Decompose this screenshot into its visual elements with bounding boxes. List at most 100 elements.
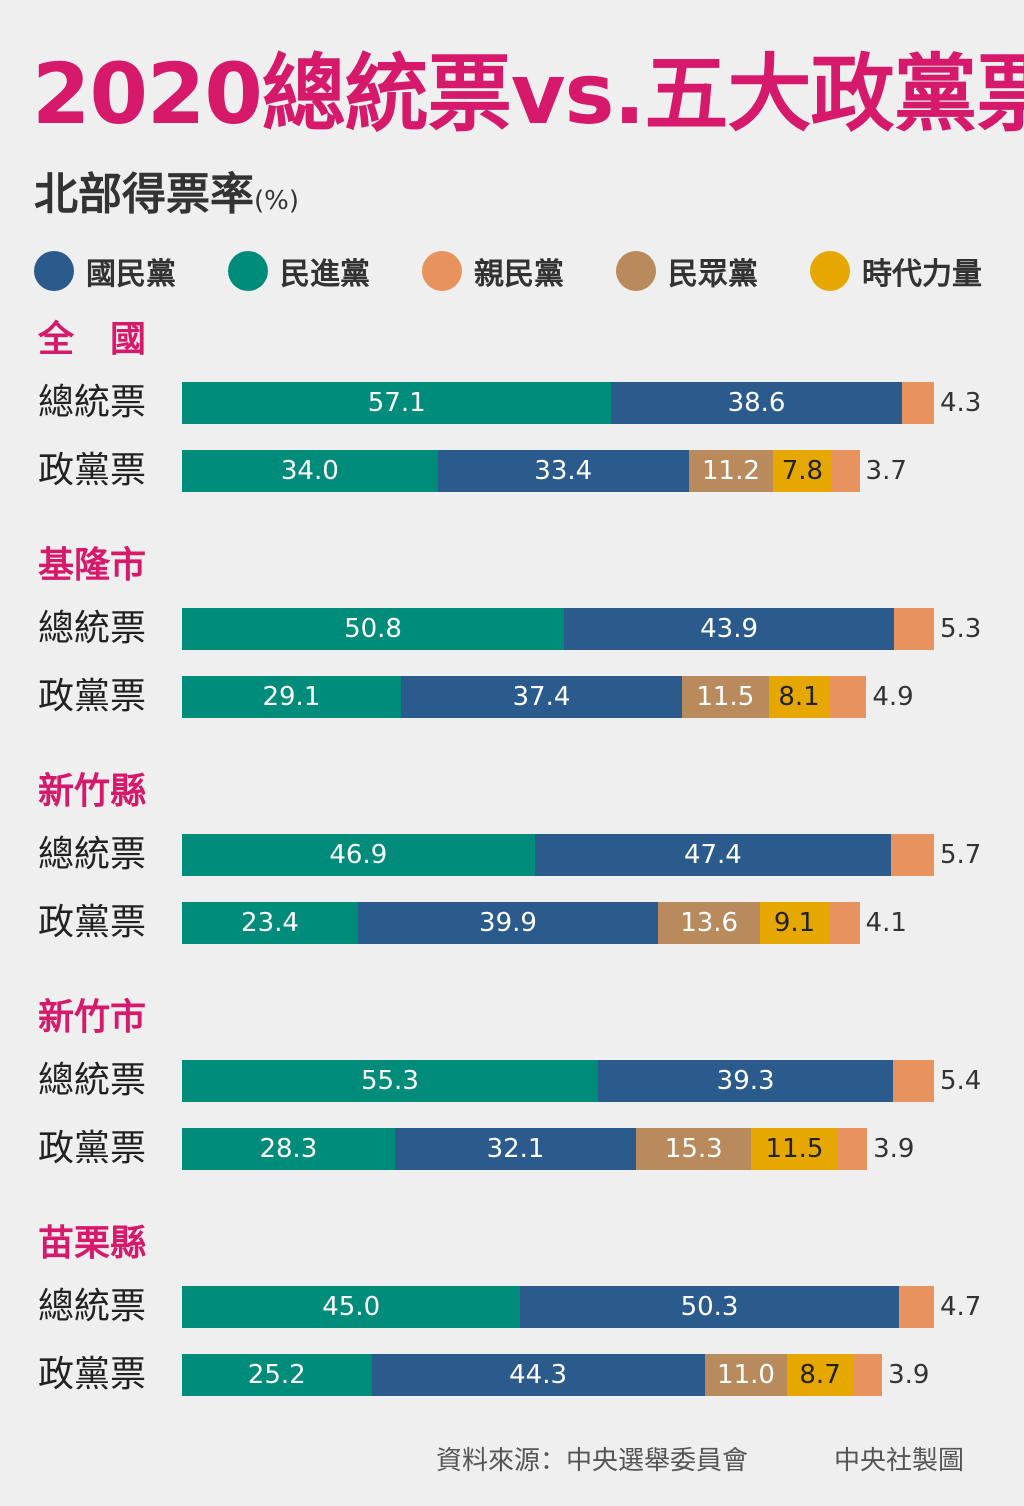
subtitle-text: 北部得票率 — [34, 169, 254, 220]
segment-value-label: 15.3 — [664, 1134, 723, 1164]
bar-segment — [894, 608, 934, 650]
legend-label: 民眾黨 — [668, 257, 758, 292]
bar-segment — [893, 1060, 934, 1102]
end-value-label: 3.7 — [865, 456, 907, 486]
legend-swatch — [422, 251, 462, 291]
bar-segment: 11.5 — [682, 676, 769, 718]
segment-value-label: 23.4 — [241, 908, 299, 938]
bar-segment — [901, 382, 934, 424]
bar-segment: 9.1 — [760, 902, 829, 944]
bar-segment: 57.1 — [182, 382, 612, 424]
segment-value-label: 45.0 — [322, 1292, 381, 1322]
segment-value-label: 39.9 — [479, 908, 537, 938]
segment-value-label: 33.4 — [534, 456, 593, 486]
segment-value-label: 29.1 — [262, 682, 321, 712]
bar-segment — [898, 1286, 934, 1328]
source-note: 資料來源：中央選舉委員會 — [436, 1446, 749, 1476]
legend-item: 民進黨 — [228, 249, 370, 293]
bar-segment: 29.1 — [182, 676, 401, 718]
segment-value-label: 50.8 — [344, 614, 402, 644]
bar-segment — [891, 834, 934, 876]
segment-value-label: 7.8 — [781, 456, 824, 486]
segment-value-label: 44.3 — [509, 1360, 567, 1390]
bar-segment: 11.2 — [688, 450, 774, 492]
bar-segment — [828, 902, 860, 944]
row-label: 總統票 — [38, 1060, 147, 1101]
end-value-label: 5.4 — [940, 1066, 982, 1096]
chart-title: 2020總統票vs.五大政黨票 — [32, 45, 1024, 143]
chart-subtitle: 北部得票率(%) — [34, 165, 299, 231]
bar-segment — [829, 676, 867, 718]
legend-label: 民進黨 — [280, 257, 370, 292]
bar-segment: 15.3 — [636, 1128, 752, 1170]
legend-item: 時代力量 — [810, 249, 982, 293]
bar-segment: 25.2 — [182, 1354, 372, 1396]
segment-value-label: 8.1 — [778, 682, 820, 712]
bar-segment: 33.4 — [437, 450, 689, 492]
legend-label: 時代力量 — [862, 257, 982, 292]
bar-segment: 55.3 — [182, 1060, 598, 1102]
segment-value-label: 55.3 — [360, 1066, 419, 1096]
bar-segment — [852, 1354, 883, 1396]
row-label: 政黨票 — [38, 902, 147, 943]
row-label: 政黨票 — [38, 1354, 147, 1395]
segment-value-label: 32.1 — [486, 1134, 545, 1164]
bar-segment: 8.7 — [787, 1354, 853, 1396]
bar-segment: 39.3 — [597, 1060, 894, 1102]
bar-segment: 8.1 — [768, 676, 830, 718]
segment-value-label: 13.6 — [680, 908, 739, 938]
segment-value-label: 57.1 — [367, 388, 426, 418]
region-label: 苗栗縣 — [38, 1223, 147, 1264]
legend-item: 民眾黨 — [616, 249, 758, 293]
bar-segment: 44.3 — [371, 1354, 705, 1396]
row-label: 總統票 — [38, 834, 147, 875]
segment-value-label: 11.0 — [717, 1360, 775, 1390]
region-label: 新竹市 — [38, 997, 147, 1038]
legend: 國民黨 民進黨 親民黨 民眾黨 時代力量 — [34, 249, 1014, 293]
bar-segment: 38.6 — [611, 382, 902, 424]
segment-value-label: 11.2 — [702, 456, 760, 486]
bar-segment: 43.9 — [564, 608, 895, 650]
bar-segment: 11.0 — [704, 1354, 788, 1396]
bar-segment: 39.9 — [357, 902, 658, 944]
segment-value-label: 8.7 — [799, 1360, 841, 1390]
region-label: 全 國 — [38, 319, 147, 360]
row-label: 政黨票 — [38, 676, 147, 717]
legend-swatch — [616, 251, 656, 291]
end-value-label: 5.7 — [940, 840, 982, 870]
row-label: 總統票 — [38, 608, 147, 649]
bar-segment: 47.4 — [534, 834, 892, 876]
segment-value-label: 28.3 — [259, 1134, 318, 1164]
region-label: 基隆市 — [38, 545, 147, 586]
bar-segment: 50.3 — [520, 1286, 899, 1328]
bar-segment: 7.8 — [773, 450, 832, 492]
segment-value-label: 47.4 — [683, 840, 742, 870]
bar-segment: 13.6 — [658, 902, 761, 944]
row-label: 政黨票 — [38, 1128, 147, 1169]
subtitle-unit: (%) — [254, 186, 299, 216]
end-value-label: 5.3 — [940, 614, 982, 644]
legend-item: 親民黨 — [422, 249, 564, 293]
row-label: 總統票 — [38, 382, 147, 423]
segment-value-label: 38.6 — [727, 388, 786, 418]
segment-value-label: 9.1 — [773, 908, 816, 938]
bar-segment: 34.0 — [182, 450, 438, 492]
segment-value-label: 11.5 — [765, 1134, 824, 1164]
segment-value-label: 46.9 — [329, 840, 388, 870]
bar-segment: 28.3 — [182, 1128, 395, 1170]
segment-value-label: 50.3 — [680, 1292, 739, 1322]
end-value-label: 3.9 — [888, 1360, 930, 1390]
bar-segment: 45.0 — [182, 1286, 521, 1328]
bar-segment: 11.5 — [751, 1128, 838, 1170]
segment-value-label: 37.4 — [512, 682, 571, 712]
bar-segment: 37.4 — [400, 676, 683, 718]
segment-value-label: 25.2 — [247, 1360, 306, 1390]
legend-swatch — [34, 251, 74, 291]
segment-value-label: 39.3 — [716, 1066, 775, 1096]
credit-note: 中央社製圖 — [834, 1446, 965, 1476]
segment-value-label: 43.9 — [700, 614, 759, 644]
end-value-label: 4.1 — [865, 908, 907, 938]
end-value-label: 3.9 — [873, 1134, 915, 1164]
bar-segment — [837, 1128, 868, 1170]
legend-label: 國民黨 — [86, 257, 176, 292]
